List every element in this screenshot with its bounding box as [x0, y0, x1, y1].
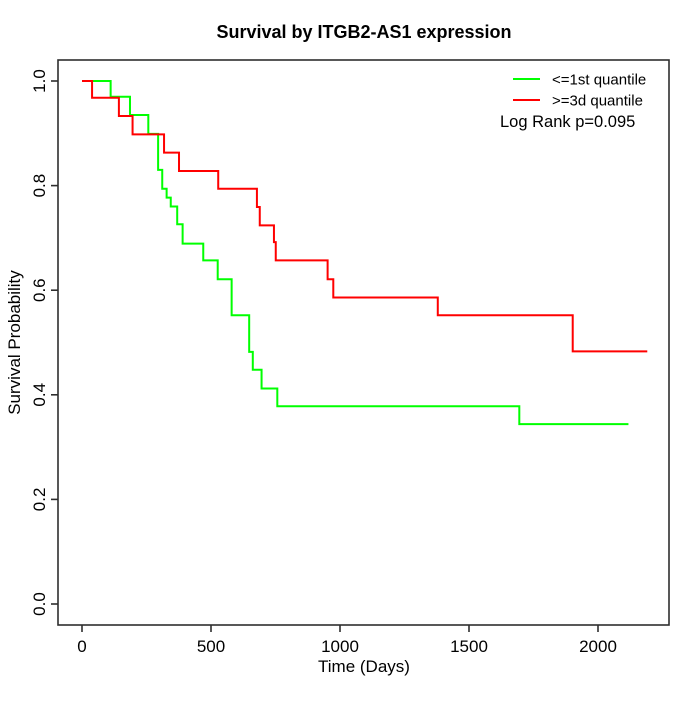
x-tick-label: 0: [77, 637, 86, 656]
survival-curve-low-expression: [82, 80, 629, 426]
x-axis-label: Time (Days): [318, 657, 410, 676]
y-tick-label: 1.0: [30, 69, 49, 93]
survival-curves: [82, 80, 648, 426]
y-tick-label: 0.8: [30, 174, 49, 198]
chart-title: Survival by ITGB2-AS1 expression: [216, 22, 511, 42]
survival-curve-high-expression: [82, 80, 648, 353]
legend-entry-label: >=3d quantile: [552, 93, 643, 110]
y-axis-ticks: 0.0 0.2 0.4 0.6 0.8 1.0: [30, 69, 58, 616]
y-axis-label: Survival Probability: [5, 270, 24, 415]
plot-box: [57, 59, 670, 626]
x-tick-label: 2000: [579, 637, 617, 656]
legend: <=1st quantile >=3d quantile Log Rank p=0.…: [500, 72, 646, 132]
x-tick-label: 500: [197, 637, 225, 656]
y-tick-label: 0.2: [30, 488, 49, 512]
y-tick-label: 0.6: [30, 278, 49, 302]
legend-entry-label: <=1st quantile: [552, 72, 646, 89]
x-axis-ticks: 0 500 1000 1500 2000: [77, 625, 617, 656]
y-tick-label: 0.0: [30, 592, 49, 616]
log-rank-p-value: Log Rank p=0.095: [500, 113, 635, 131]
x-tick-label: 1500: [450, 637, 488, 656]
x-tick-label: 1000: [321, 637, 359, 656]
y-tick-label: 0.4: [30, 383, 49, 407]
